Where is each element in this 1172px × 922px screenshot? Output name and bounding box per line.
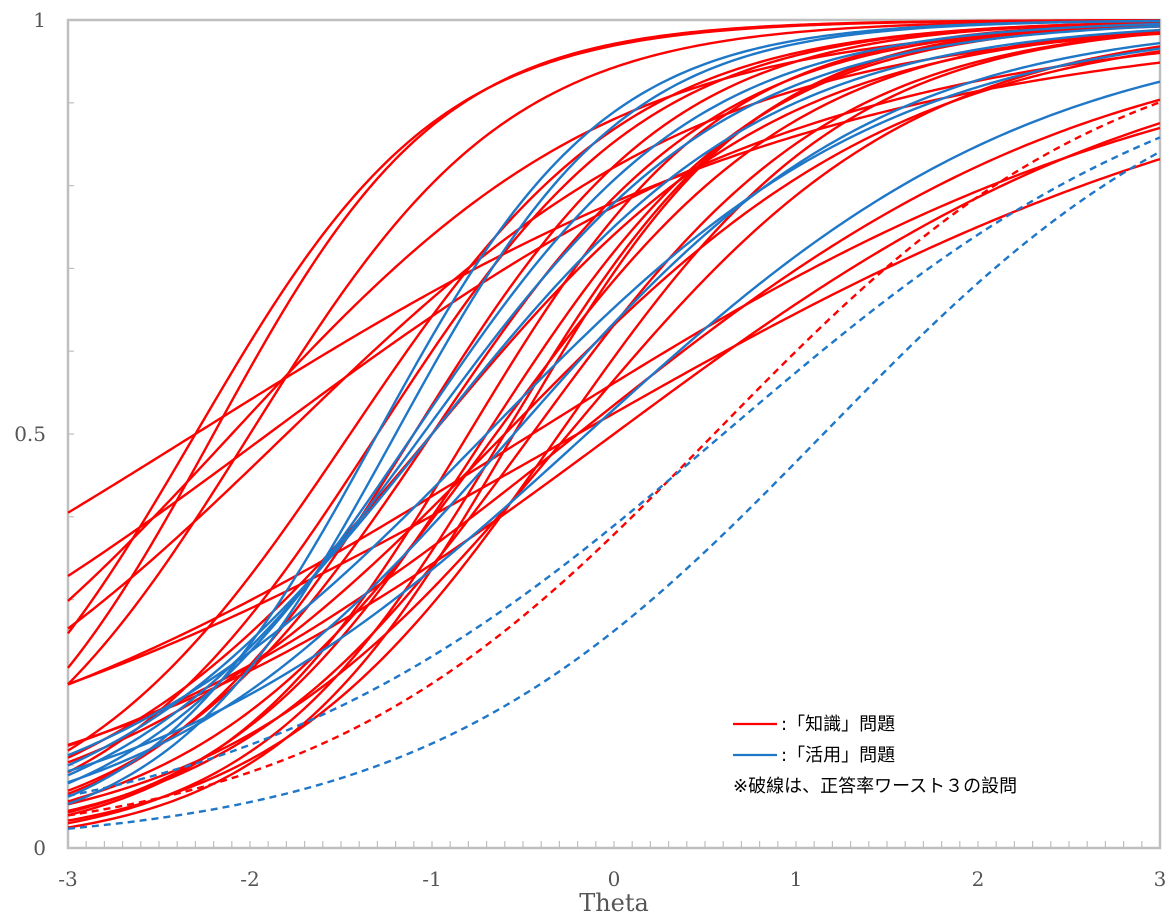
x-axis-title: Theta [579, 889, 649, 917]
curve-knowledge-20 [67, 31, 1161, 822]
curve-application-31 [67, 28, 1161, 767]
legend-note: ※破線は、正答率ワースト３の設問 [733, 776, 1017, 797]
curve-application-33 [67, 41, 1161, 784]
curves [67, 19, 1161, 830]
curve-knowledge-22 [67, 45, 1161, 806]
curve-application-28 [67, 19, 1161, 806]
curve-application-30 [67, 25, 1161, 777]
minor-ticks [68, 102, 1143, 848]
curve-knowledge-2 [67, 19, 1161, 669]
x-tick-labels: -3 -2 -1 0 1 2 3 [58, 867, 1166, 891]
y-tick-label: 0.5 [14, 422, 46, 446]
x-tick-label: 3 [1154, 867, 1167, 891]
curve-knowledge-25 [67, 157, 1161, 686]
y-tick-label: 1 [33, 8, 46, 32]
legend-label-knowledge: :「知識」問題 [781, 714, 895, 735]
curve-application-36-dashed [67, 150, 1161, 830]
x-tick-label: -2 [240, 867, 259, 891]
legend: :「知識」問題 :「活用」問題 ※破線は、正答率ワースト３の設問 [733, 714, 1017, 797]
curve-application-32 [67, 47, 1161, 757]
curve-knowledge-16 [67, 22, 1161, 829]
x-tick-label: 2 [972, 867, 985, 891]
y-tick-labels: 00.51 [14, 8, 46, 860]
x-tick-label: -3 [58, 867, 77, 891]
x-tick-label: 0 [608, 867, 621, 891]
curve-knowledge-14 [67, 29, 1161, 803]
curve-knowledge-21 [67, 98, 1161, 747]
y-tick-label: 0 [33, 836, 46, 860]
curve-knowledge-26-dashed [67, 101, 1161, 817]
curve-application-35-dashed [67, 136, 1161, 798]
x-tick-label: -1 [422, 867, 441, 891]
x-tick-label: 1 [790, 867, 803, 891]
curve-knowledge-23 [67, 126, 1161, 686]
legend-label-application: :「活用」問題 [781, 745, 895, 766]
curve-application-34 [67, 80, 1161, 773]
